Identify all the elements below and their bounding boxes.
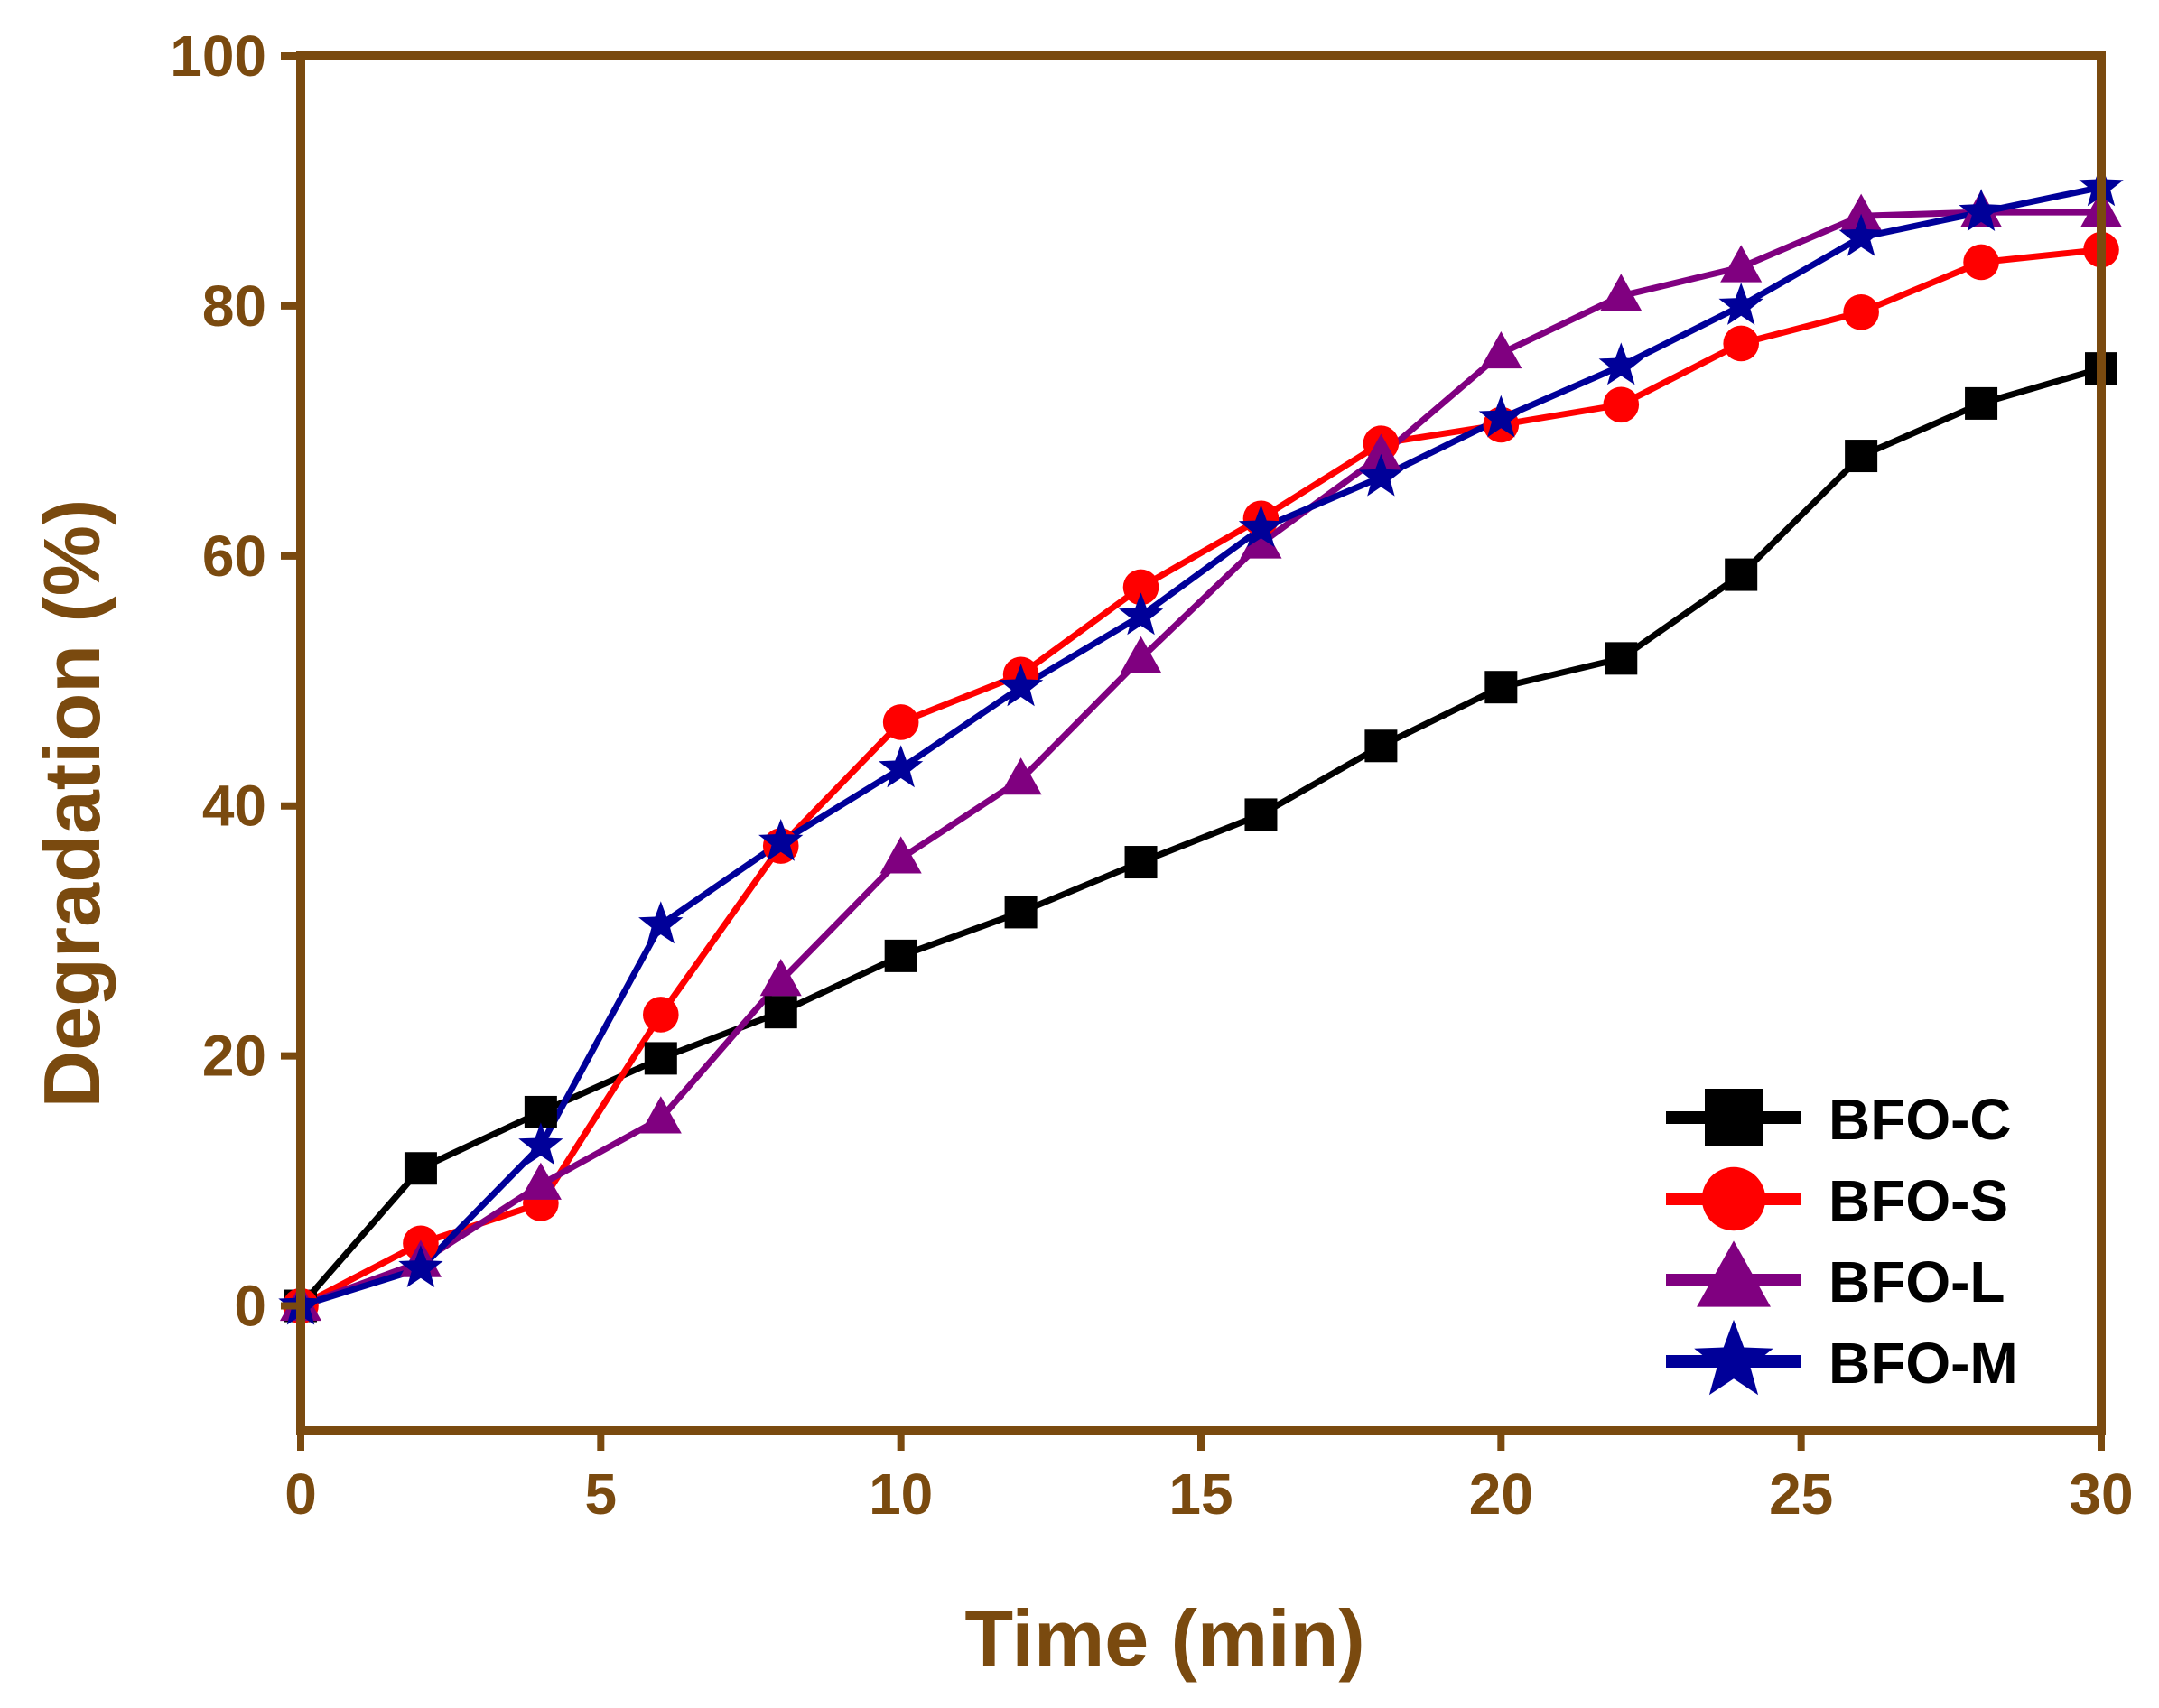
data-point-bfo-m xyxy=(1718,283,1763,325)
data-point-bfo-m xyxy=(1238,505,1284,548)
y-tick-label: 40 xyxy=(202,774,266,839)
data-point-bfo-c xyxy=(1364,729,1398,763)
legend-label-bfo-c: BFO-C xyxy=(1829,1087,2012,1152)
data-point-bfo-l xyxy=(1600,274,1643,311)
data-point-bfo-l xyxy=(1840,193,1883,231)
data-point-bfo-m xyxy=(1838,213,1884,256)
data-point-bfo-m xyxy=(1959,189,2004,231)
y-axis-title: Degradation (%) xyxy=(27,499,116,1109)
data-point-bfo-m xyxy=(1118,592,1164,636)
x-tick-label: 0 xyxy=(284,1462,317,1527)
data-point-bfo-c xyxy=(1605,642,1638,675)
data-point-bfo-l xyxy=(519,1162,562,1200)
x-tick-label: 30 xyxy=(2069,1462,2133,1527)
series-markers-bfo-l xyxy=(279,190,2123,1322)
data-point-bfo-l xyxy=(759,959,802,997)
data-point-bfo-l xyxy=(879,836,922,874)
x-tick-label: 25 xyxy=(1769,1462,1833,1527)
y-tick-label: 60 xyxy=(202,524,266,589)
data-point-bfo-m xyxy=(758,819,804,861)
y-tick-label: 20 xyxy=(202,1024,266,1089)
data-point-bfo-c xyxy=(1965,386,1998,420)
data-point-bfo-c xyxy=(884,939,917,972)
data-point-bfo-c xyxy=(1845,440,1878,473)
data-point-bfo-l xyxy=(1120,636,1162,673)
data-point-bfo-l xyxy=(1360,433,1402,471)
data-point-bfo-l xyxy=(1480,330,1522,369)
data-point-bfo-l xyxy=(639,1096,682,1134)
data-point-bfo-m xyxy=(1598,342,1643,385)
data-point-bfo-s xyxy=(1122,569,1159,606)
data-point-bfo-s xyxy=(882,704,919,740)
y-tick-label: 100 xyxy=(170,23,266,88)
data-point-bfo-m xyxy=(879,745,924,788)
legend-item-bfo-s: BFO-S xyxy=(1666,1166,2008,1233)
legend-label-bfo-l: BFO-L xyxy=(1829,1249,2005,1314)
axes-layer: 0 5 10 15 20 25 30 0 20 40 60 80 100 xyxy=(170,23,2133,1527)
data-point-bfo-m xyxy=(1478,395,1523,438)
data-point-bfo-m xyxy=(518,1122,563,1165)
data-point-bfo-c xyxy=(1004,896,1038,929)
legend-label-bfo-s: BFO-S xyxy=(1829,1168,2008,1233)
series-markers-bfo-s xyxy=(283,231,2119,1324)
data-point-bfo-m xyxy=(398,1245,443,1287)
data-point-bfo-m xyxy=(638,901,684,944)
legend-marker-bfo-m xyxy=(1694,1319,1773,1396)
series-line-bfo-m xyxy=(299,183,2102,1309)
data-point-bfo-c xyxy=(1244,798,1278,831)
data-point-bfo-s xyxy=(1603,386,1640,423)
legend-item-bfo-l: BFO-L xyxy=(1666,1240,2005,1314)
legend-marker-bfo-l xyxy=(1697,1240,1771,1307)
series-line-bfo-c xyxy=(298,365,2102,1308)
data-point-bfo-s xyxy=(1723,325,1759,362)
legend-item-bfo-m: BFO-M xyxy=(1666,1319,2018,1396)
x-tick-label: 20 xyxy=(1469,1462,1533,1527)
x-axis-title: Time (min) xyxy=(964,1593,1364,1683)
data-point-bfo-l xyxy=(1720,245,1763,283)
legend-marker-bfo-s xyxy=(1701,1166,1766,1231)
data-point-bfo-c xyxy=(644,1042,677,1075)
data-point-bfo-s xyxy=(1963,244,1999,281)
legend-item-bfo-c: BFO-C xyxy=(1666,1087,2012,1152)
data-point-bfo-c xyxy=(764,996,797,1029)
series-line-bfo-s xyxy=(299,246,2102,1309)
data-point-bfo-c xyxy=(1725,558,1758,591)
legend: BFO-C BFO-S BFO-L BFO-M xyxy=(1666,1087,2018,1396)
series-lines-layer xyxy=(298,183,2102,1309)
data-point-bfo-l xyxy=(1240,521,1282,559)
data-point-bfo-l xyxy=(1000,757,1042,795)
legend-label-bfo-m: BFO-M xyxy=(1829,1331,2018,1396)
x-tick-label: 10 xyxy=(869,1462,933,1527)
data-point-bfo-c xyxy=(1484,671,1518,704)
x-tick-label: 15 xyxy=(1168,1462,1233,1527)
y-tick-label: 0 xyxy=(234,1274,266,1339)
y-tick-label: 80 xyxy=(202,274,266,339)
data-point-bfo-s xyxy=(1843,294,1879,330)
data-point-bfo-c xyxy=(404,1152,437,1185)
series-line-bfo-l xyxy=(299,209,2101,1309)
data-point-bfo-c xyxy=(1124,846,1158,879)
data-point-bfo-m xyxy=(1358,453,1404,497)
data-point-bfo-s xyxy=(643,997,679,1033)
legend-marker-bfo-c xyxy=(1705,1089,1763,1146)
x-tick-label: 5 xyxy=(585,1462,618,1527)
data-point-bfo-m xyxy=(998,664,1044,707)
